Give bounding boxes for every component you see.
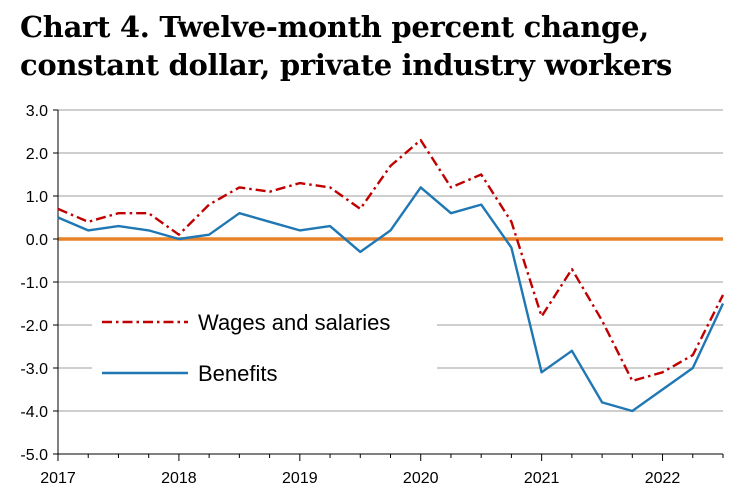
y-tick-label: 1.0 bbox=[26, 189, 48, 206]
series-lines bbox=[57, 138, 725, 413]
y-tick-label: -3.0 bbox=[20, 361, 48, 378]
y-tick-labels: 3.0 2.0 1.0 0.0 -1.0 -2.0 -3.0 -4.0 -5.0 bbox=[20, 103, 48, 464]
x-tick-label: 2020 bbox=[403, 470, 439, 487]
y-tick-label: -5.0 bbox=[20, 447, 48, 464]
x-tick-label: 2018 bbox=[161, 470, 197, 487]
legend-label: Wages and salaries bbox=[198, 310, 390, 335]
legend: Wages and salaries Benefits bbox=[92, 302, 437, 396]
series-line-benefits bbox=[57, 186, 725, 413]
x-tick-label: 2017 bbox=[40, 470, 76, 487]
x-tick-label: 2021 bbox=[524, 470, 560, 487]
y-tick-label: -1.0 bbox=[20, 275, 48, 292]
x-tick-labels: 2017 2018 2019 2020 2021 2022 bbox=[40, 470, 680, 487]
x-tick-label: 2022 bbox=[645, 470, 681, 487]
legend-label: Benefits bbox=[198, 361, 278, 386]
y-tick-label: -4.0 bbox=[20, 404, 48, 421]
chart-title: Chart 4. Twelve-month percent change, co… bbox=[20, 10, 672, 82]
y-tick-label: 0.0 bbox=[26, 232, 48, 249]
y-tick-label: 3.0 bbox=[26, 103, 48, 120]
series-line-wages-and-salaries bbox=[57, 138, 725, 383]
y-tick-label: 2.0 bbox=[26, 146, 48, 163]
legend-background bbox=[92, 302, 437, 396]
y-tick-label: -2.0 bbox=[20, 318, 48, 335]
axes bbox=[53, 109, 724, 461]
x-tick-label: 2019 bbox=[282, 470, 318, 487]
